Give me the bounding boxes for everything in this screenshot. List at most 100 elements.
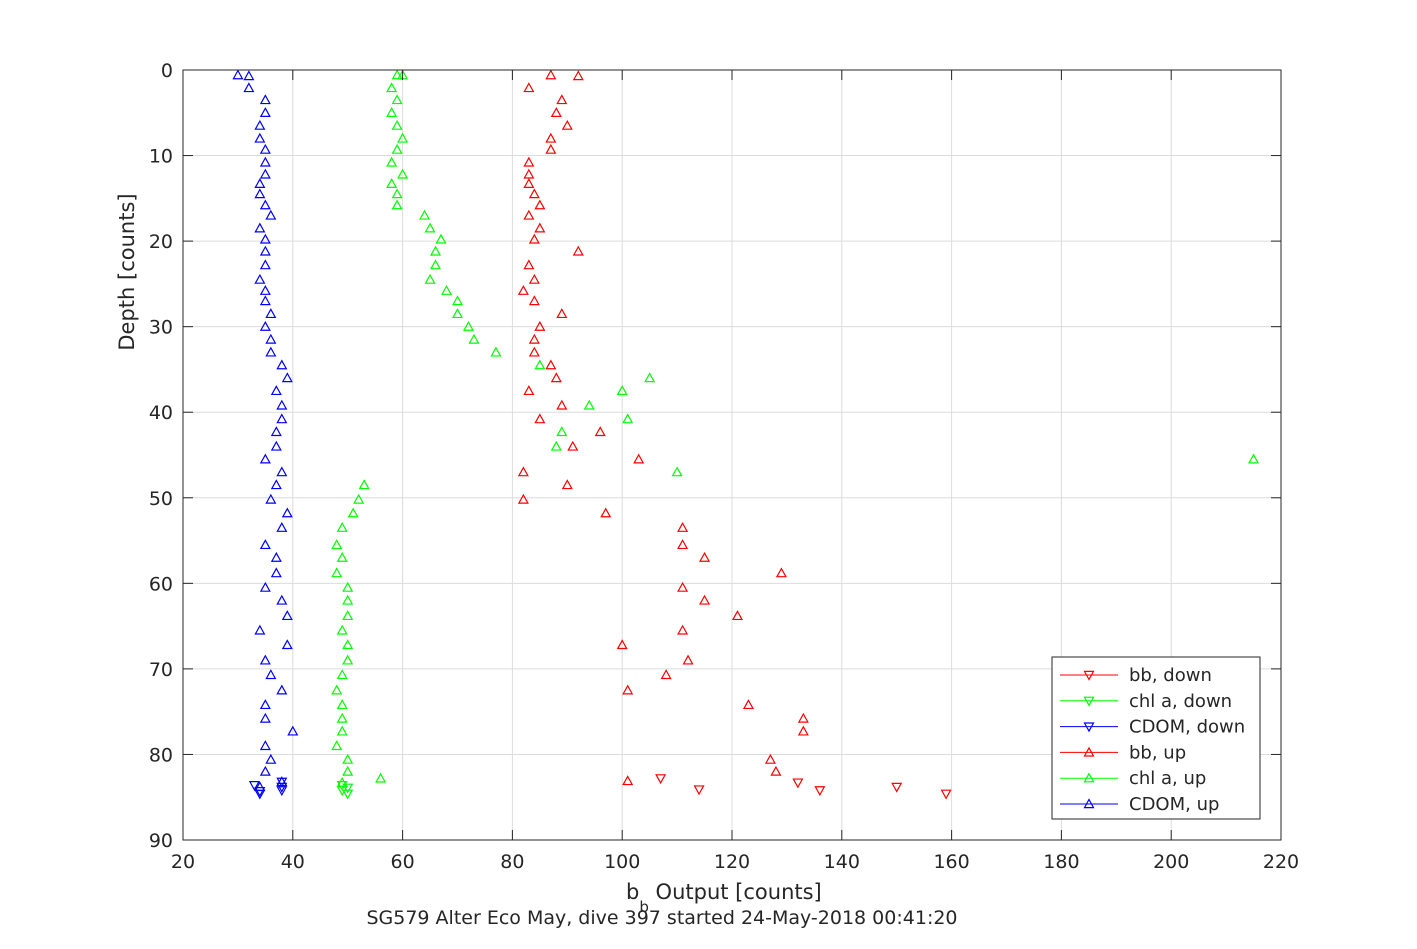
data-point [534, 222, 546, 233]
data-point [281, 507, 293, 518]
x-axis-label-main: b [626, 880, 639, 904]
y-tick-label: 10 [149, 146, 173, 168]
data-point [254, 132, 266, 143]
data-point [572, 70, 584, 81]
data-point [270, 440, 282, 451]
data-point [342, 789, 354, 800]
data-point [265, 209, 277, 220]
legend-item: chl a, up [1060, 768, 1206, 789]
data-point [336, 712, 348, 723]
x-tick-label: 100 [604, 851, 640, 873]
data-point [523, 156, 535, 167]
data-point [259, 740, 271, 751]
data-point [391, 119, 403, 130]
data-point [265, 346, 277, 357]
data-point [435, 233, 447, 244]
x-tick-label: 20 [171, 851, 195, 873]
data-point [424, 222, 436, 233]
data-point [375, 772, 387, 783]
data-point [693, 785, 705, 796]
data-point [517, 466, 529, 477]
y-tick-label: 70 [149, 659, 173, 681]
data-point [523, 82, 535, 93]
data-point [731, 610, 744, 621]
data-point [545, 143, 557, 154]
legend-item: bb, down [1060, 665, 1212, 686]
data-point [677, 581, 689, 592]
data-point [259, 699, 271, 710]
data-point [523, 209, 535, 220]
data-point [347, 507, 359, 518]
data-point [462, 320, 474, 331]
data-point [259, 295, 271, 306]
data-point [342, 594, 354, 605]
chart-caption: SG579 Alter Eco May, dive 397 started 24… [366, 907, 957, 929]
data-point [550, 440, 562, 451]
data-point [342, 654, 354, 665]
data-point [468, 333, 480, 344]
data-point [528, 188, 540, 199]
legend-label: bb, up [1129, 742, 1186, 763]
series-0 [655, 774, 952, 800]
data-point [281, 610, 293, 621]
y-tick-label: 90 [149, 830, 173, 852]
data-point [550, 107, 562, 117]
y-tick-label: 20 [149, 231, 173, 253]
data-point [528, 273, 540, 284]
data-point [254, 787, 266, 797]
data-point [336, 551, 348, 562]
data-point [276, 776, 288, 787]
data-point [342, 610, 354, 621]
data-point [259, 765, 271, 776]
y-axis-label: Depth [counts] [115, 193, 139, 350]
legend-marker [1083, 798, 1095, 809]
series-3 [517, 69, 809, 786]
data-point [287, 725, 299, 736]
data-point [523, 385, 535, 396]
data-point [259, 245, 271, 256]
data-point [386, 156, 398, 167]
y-tick-label: 0 [161, 60, 173, 82]
data-point [622, 684, 634, 695]
legend-item: CDOM, up [1060, 794, 1219, 815]
data-point [270, 551, 282, 562]
legend-item: CDOM, down [1060, 717, 1245, 738]
data-point [572, 245, 584, 256]
data-point [265, 308, 277, 319]
data-point [523, 178, 535, 188]
data-point [265, 333, 277, 344]
data-point [534, 199, 546, 210]
data-point [259, 259, 271, 270]
data-point [386, 82, 398, 93]
legend: bb, down chl a, down CDOM, down bb, up chl a… [1051, 656, 1261, 820]
data-point [534, 359, 546, 370]
legend-marker [1083, 722, 1095, 733]
data-point [259, 199, 271, 210]
legend-marker [1083, 696, 1095, 707]
data-point [342, 639, 354, 650]
data-point [342, 765, 354, 776]
x-tick-label: 180 [1043, 851, 1079, 873]
data-point [391, 69, 403, 80]
data-point [940, 789, 952, 800]
data-point [677, 624, 689, 635]
data-point [764, 753, 776, 764]
data-point [517, 284, 529, 295]
data-point [644, 372, 656, 383]
data-point [259, 156, 271, 167]
data-point [254, 273, 266, 284]
data-point [254, 188, 266, 199]
data-point [622, 413, 634, 424]
data-point [677, 521, 689, 532]
data-point [391, 199, 403, 210]
data-point [616, 385, 628, 396]
data-point [259, 539, 271, 550]
data-point [331, 567, 343, 578]
legend-item: bb, up [1060, 742, 1186, 763]
ticks: 20 40 60 80 100 120 140 160 180 200 220 0 10 20 30 40 50… [149, 60, 1299, 873]
x-axis-label-rest: Output [counts] [649, 880, 822, 904]
data-point [248, 781, 260, 791]
y-tick-label: 80 [149, 744, 173, 766]
legend-label: chl a, down [1129, 691, 1232, 712]
